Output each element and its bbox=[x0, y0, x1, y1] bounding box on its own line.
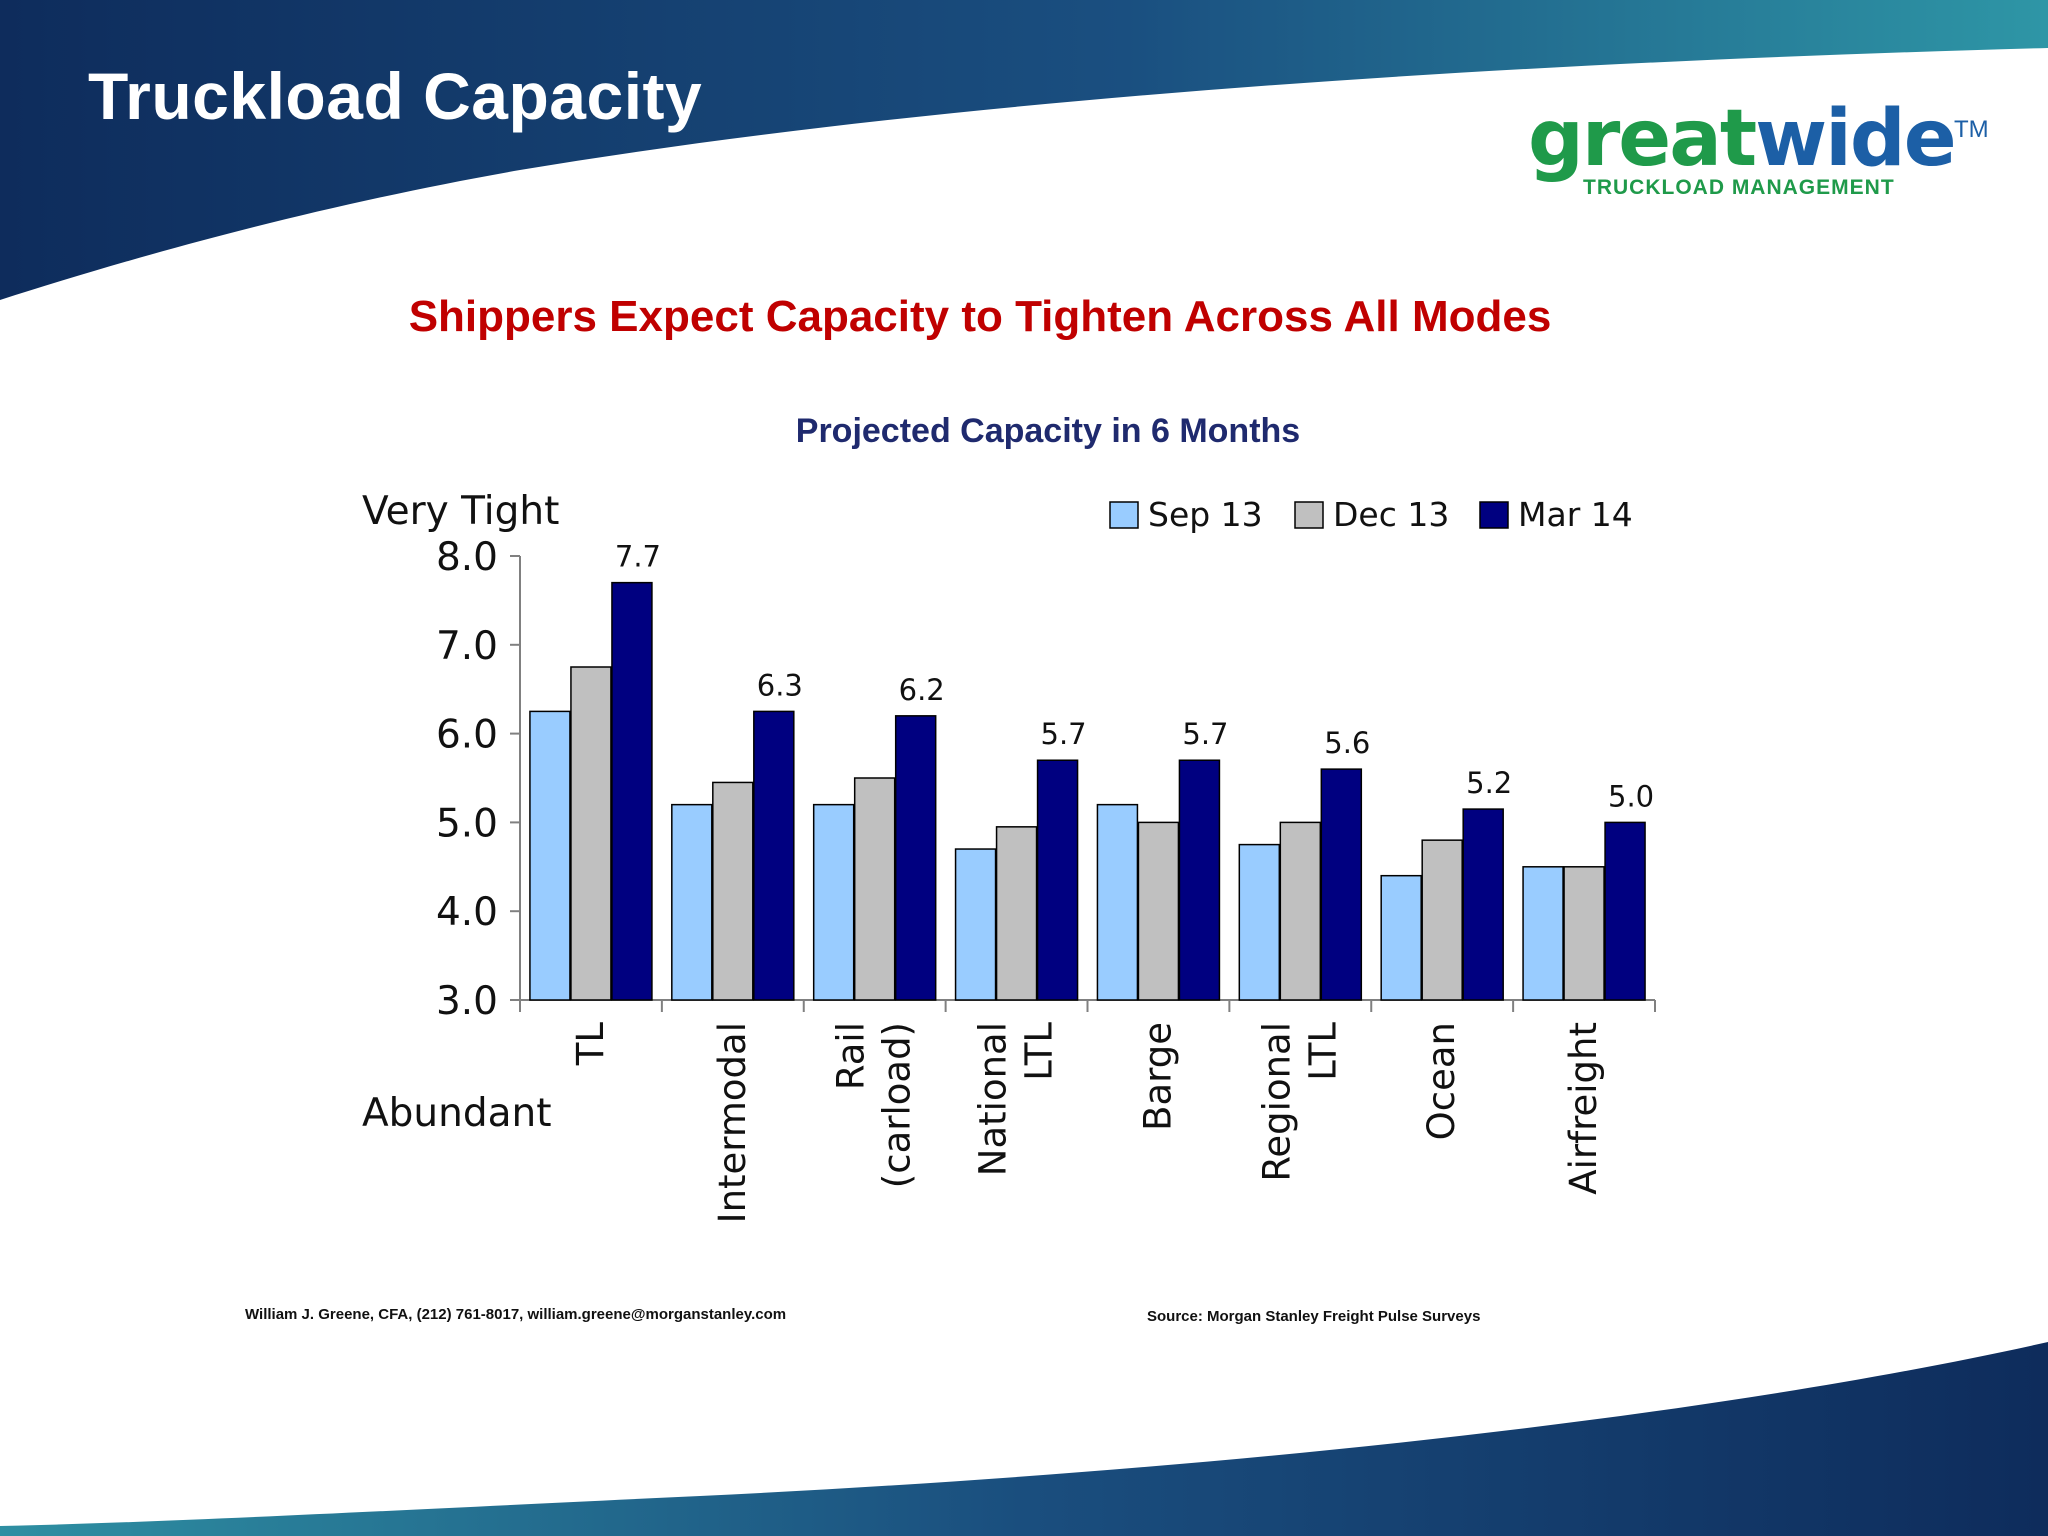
chart-category-labels: TL Intermodal Rail (carload) National LTL Barg… bbox=[569, 1022, 1605, 1224]
bar-dec-13 bbox=[712, 781, 754, 1001]
data-label: 7.7 bbox=[615, 540, 661, 574]
bar-dec-13 bbox=[1279, 821, 1322, 1001]
chart-data-labels: 7.7 6.3 6.2 5.7 5.7 5.6 5.2 5.0 bbox=[615, 540, 1654, 814]
data-label: 5.7 bbox=[1041, 717, 1087, 751]
y-tick-label: 7.0 bbox=[436, 624, 498, 669]
chart-title: Projected Capacity in 6 Months bbox=[796, 412, 1300, 450]
bar-dec-13 bbox=[995, 826, 1038, 1001]
category-label: Airfreight bbox=[1562, 1022, 1605, 1195]
bar-sep-13 bbox=[671, 803, 713, 1001]
legend-label: Mar 14 bbox=[1518, 495, 1633, 534]
category-label: LTL bbox=[1301, 1022, 1344, 1081]
bar-sep-13 bbox=[1096, 803, 1139, 1001]
legend-swatch bbox=[1294, 501, 1324, 529]
bar-mar-14 bbox=[611, 581, 653, 1001]
y-tick-label: 8.0 bbox=[436, 535, 498, 580]
category-label: Regional bbox=[1255, 1022, 1298, 1182]
bar-sep-13 bbox=[1522, 866, 1564, 1001]
footer-contact: William J. Greene, CFA, (212) 761-8017, … bbox=[245, 1306, 787, 1323]
logo-word-wide: wide bbox=[1755, 94, 1957, 184]
chart-bars bbox=[529, 581, 1646, 1001]
bar-mar-14 bbox=[753, 710, 795, 1001]
data-label: 5.7 bbox=[1182, 717, 1228, 751]
category-label: Intermodal bbox=[711, 1022, 754, 1223]
bottom-wave-band bbox=[0, 1342, 2048, 1536]
data-label: 5.2 bbox=[1466, 766, 1512, 800]
legend-label: Sep 13 bbox=[1148, 495, 1263, 534]
data-label: 5.6 bbox=[1324, 726, 1370, 760]
slide-subtitle: Shippers Expect Capacity to Tighten Acro… bbox=[408, 292, 1552, 341]
legend-swatch bbox=[1109, 501, 1139, 529]
category-label: (carload) bbox=[876, 1022, 919, 1188]
category-label: Barge bbox=[1136, 1022, 1179, 1131]
data-label: 6.3 bbox=[757, 668, 803, 702]
top-wave-band bbox=[0, 0, 2048, 300]
legend-swatch bbox=[1479, 501, 1509, 529]
bar-mar-14 bbox=[1462, 808, 1504, 1001]
bar-sep-13 bbox=[1380, 874, 1422, 1001]
y-tick-label: 6.0 bbox=[436, 713, 498, 758]
bar-dec-13 bbox=[853, 777, 896, 1001]
footer-source: Source: Morgan Stanley Freight Pulse Sur… bbox=[1147, 1308, 1481, 1325]
bar-sep-13 bbox=[812, 803, 855, 1001]
bar-sep-13 bbox=[1238, 843, 1281, 1001]
logo-trademark: TM bbox=[1954, 116, 1989, 143]
legend-label: Dec 13 bbox=[1333, 495, 1449, 534]
category-label: National bbox=[972, 1022, 1015, 1176]
bar-dec-13 bbox=[1137, 821, 1180, 1001]
logo-tagline: TRUCKLOAD MANAGEMENT bbox=[1583, 176, 1895, 199]
slide-title: Truckload Capacity bbox=[88, 59, 703, 133]
bar-mar-14 bbox=[1178, 759, 1221, 1001]
logo-word-great: great bbox=[1528, 94, 1757, 184]
category-label: Ocean bbox=[1420, 1022, 1463, 1140]
bar-dec-13 bbox=[1421, 839, 1463, 1001]
bar-dec-13 bbox=[1563, 866, 1605, 1001]
y-label-abundant: Abundant bbox=[362, 1091, 552, 1136]
bar-mar-14 bbox=[1320, 768, 1363, 1001]
bar-mar-14 bbox=[1036, 759, 1079, 1001]
category-label: TL bbox=[569, 1022, 612, 1067]
y-label-very-tight: Very Tight bbox=[362, 489, 559, 534]
category-label: LTL bbox=[1018, 1022, 1061, 1081]
chart-legend: Sep 13 Dec 13 Mar 14 bbox=[1109, 495, 1633, 534]
greatwide-logo: greatwide TM TRUCKLOAD MANAGEMENT bbox=[1528, 100, 2008, 210]
bar-mar-14 bbox=[894, 715, 937, 1001]
bar-sep-13 bbox=[954, 848, 997, 1001]
bar-dec-13 bbox=[570, 666, 612, 1001]
y-tick-label: 4.0 bbox=[436, 890, 498, 935]
bar-sep-13 bbox=[529, 710, 571, 1001]
data-label: 5.0 bbox=[1608, 779, 1654, 813]
y-tick-label: 5.0 bbox=[436, 801, 498, 846]
category-label: Rail bbox=[830, 1022, 873, 1090]
bar-mar-14 bbox=[1604, 821, 1646, 1001]
y-tick-label: 3.0 bbox=[436, 979, 498, 1024]
data-label: 6.2 bbox=[899, 673, 945, 707]
logo-wordmark: greatwide bbox=[1528, 100, 1957, 178]
